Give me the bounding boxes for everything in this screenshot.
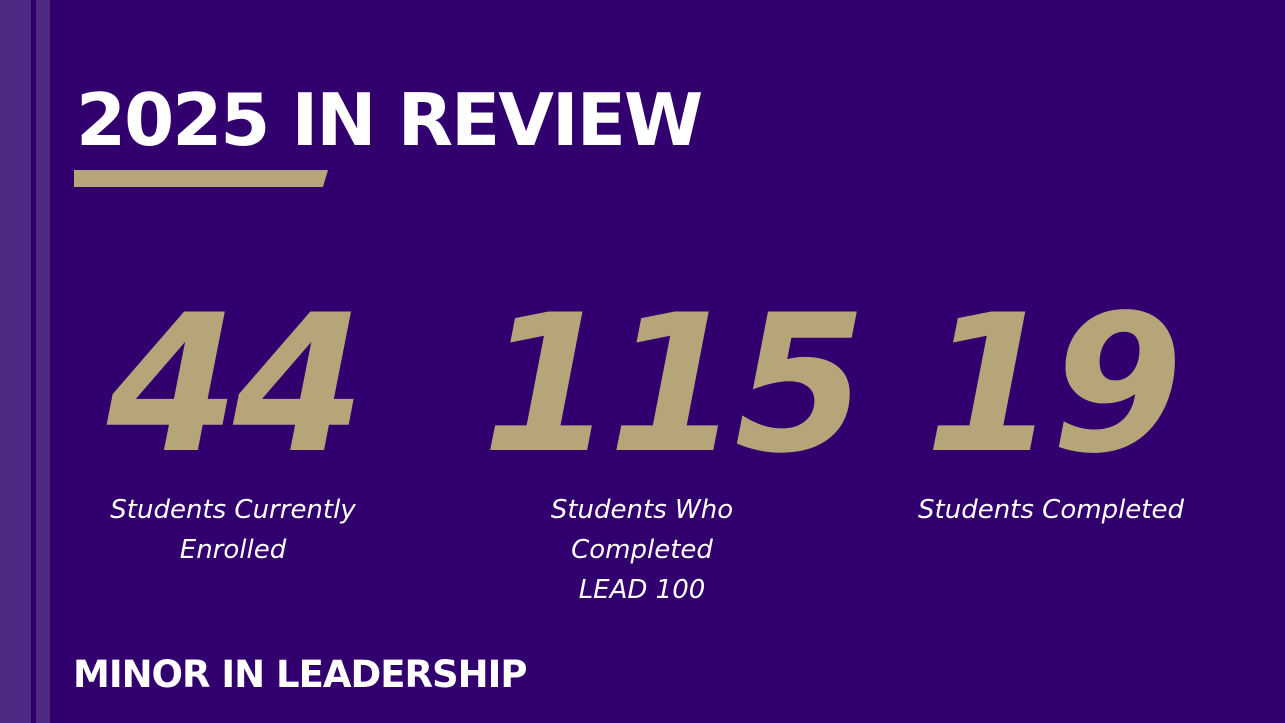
left-accent-stripe-inner (36, 0, 50, 723)
left-accent-stripe-outer (0, 0, 31, 723)
stat-label-line: Students Completed (918, 495, 1184, 525)
stat-label-line: Students Who Completed (550, 495, 734, 565)
stat-label: Students Completed (891, 490, 1211, 530)
stat-value: 44 (106, 274, 365, 495)
stat-students-enrolled: 44 Students Currently Enrolled (73, 274, 393, 570)
stat-students-completed: 19 Students Completed (891, 274, 1211, 530)
stat-label-line: LEAD 100 (578, 575, 706, 605)
title-underline (74, 170, 328, 187)
stat-label: Students Currently Enrolled (73, 490, 393, 570)
stat-completed-lead-100: 115 Students Who Completed LEAD 100 (482, 274, 867, 610)
stat-label-line: Students Currently (110, 495, 356, 525)
stat-label-line: Enrolled (179, 535, 287, 565)
program-name: MINOR IN LEADERSHIP (73, 653, 527, 696)
stat-value: 115 (482, 274, 867, 495)
stat-value: 19 (924, 274, 1183, 495)
stat-label: Students Who Completed LEAD 100 (482, 490, 802, 610)
slide-title: 2025 IN REVIEW (76, 78, 703, 162)
